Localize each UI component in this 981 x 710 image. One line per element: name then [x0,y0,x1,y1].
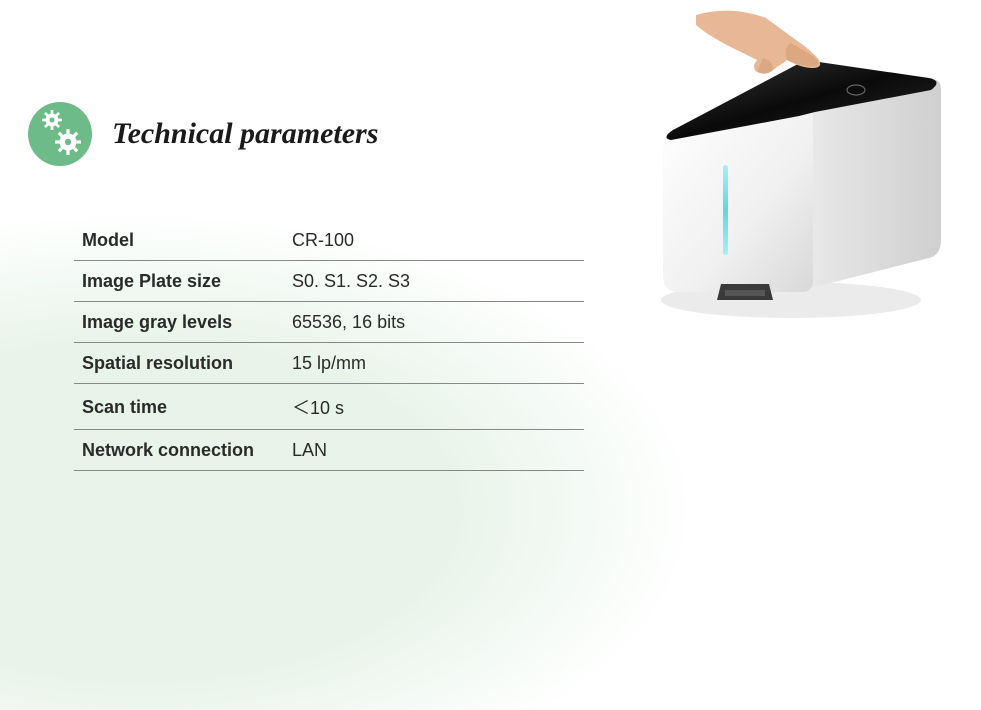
table-row: Spatial resolution 15 lp/mm [74,343,584,384]
spec-table: Model CR-100 Image Plate size S0. S1. S2… [74,220,584,471]
spec-label: Scan time [74,384,284,430]
spec-value: LAN [284,430,584,471]
product-image [601,10,951,330]
spec-label: Image Plate size [74,261,284,302]
gears-icon [28,102,92,166]
spec-value: ＜10 s [284,384,584,430]
spec-table-container: Model CR-100 Image Plate size S0. S1. S2… [74,220,584,471]
spec-label: Spatial resolution [74,343,284,384]
section-header: Technical parameters [28,102,378,166]
spec-label: Network connection [74,430,284,471]
table-row: Image Plate size S0. S1. S2. S3 [74,261,584,302]
hand-illustration [696,11,820,74]
spec-label: Image gray levels [74,302,284,343]
table-row: Network connection LAN [74,430,584,471]
section-title: Technical parameters [112,117,378,151]
table-row: Image gray levels 65536, 16 bits [74,302,584,343]
spec-value: 65536, 16 bits [284,302,584,343]
spec-label: Model [74,220,284,261]
table-row: Model CR-100 [74,220,584,261]
spec-value: CR-100 [284,220,584,261]
spec-value: 15 lp/mm [284,343,584,384]
table-row: Scan time ＜10 s [74,384,584,430]
spec-value: S0. S1. S2. S3 [284,261,584,302]
